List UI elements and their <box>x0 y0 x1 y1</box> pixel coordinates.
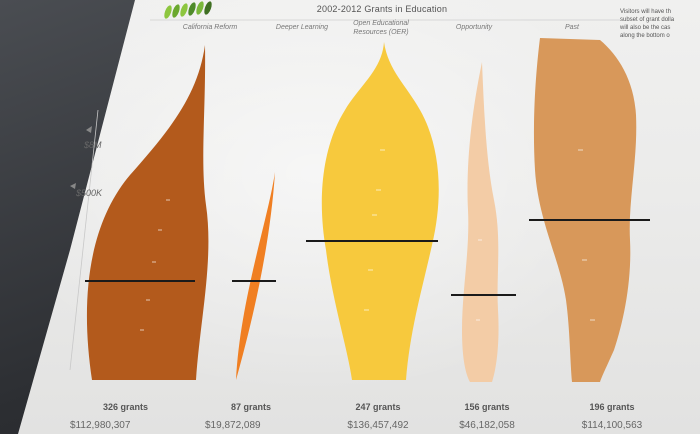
side-note: Visitors will have th subset of grant do… <box>620 8 700 40</box>
grant-count-past: 196 grants <box>589 402 634 412</box>
side-note-line-3: will also be the cas <box>620 25 671 31</box>
grant-total-past: $114,100,563 <box>582 420 643 431</box>
violin-california-reform <box>85 45 209 380</box>
grant-count-california-reform: 326 grants <box>103 402 148 412</box>
category-label-oer-line1: Open Educational <box>353 20 409 27</box>
violin-shape-past <box>533 38 637 382</box>
grant-marks <box>140 149 595 331</box>
category-label-california-reform: California Reform <box>183 24 238 31</box>
header-logo <box>164 1 212 19</box>
grant-total-opportunity: $46,182,058 <box>459 420 515 431</box>
category-label-past: Past <box>565 24 580 31</box>
violin-shape-oer <box>321 42 439 380</box>
violin-shape-deeper-learning <box>236 172 275 380</box>
violin-opportunity <box>451 62 516 382</box>
grant-total-oer: $136,457,492 <box>347 420 409 431</box>
category-label-opportunity: Opportunity <box>456 24 493 31</box>
grant-count-deeper-learning: 87 grants <box>231 402 271 412</box>
y-axis: $8M $500K <box>69 109 103 371</box>
violin-shape-california-reform <box>86 45 209 380</box>
bottom-summary: 326 grants 87 grants 247 grants 156 gran… <box>70 402 643 431</box>
violin-oer <box>306 42 439 380</box>
category-labels: California Reform Deeper Learning Open E… <box>183 20 580 36</box>
side-note-line-2: subset of grant dolla <box>620 17 675 23</box>
grant-total-deeper-learning: $19,872,089 <box>205 420 261 431</box>
category-label-deeper-learning: Deeper Learning <box>276 24 328 31</box>
grant-count-opportunity: 156 grants <box>464 402 509 412</box>
grant-count-oer: 247 grants <box>355 402 400 412</box>
side-note-line-4: along the bottom o <box>620 33 670 39</box>
violin-past <box>529 38 650 382</box>
violin-shape-opportunity <box>462 62 499 382</box>
chart-title: 2002-2012 Grants in Education <box>317 4 447 14</box>
violin-deeper-learning <box>232 172 276 380</box>
y-tick-8m: $8M <box>83 140 102 150</box>
grant-total-california-reform: $112,980,307 <box>70 420 131 431</box>
y-tick-500k: $500K <box>75 188 103 198</box>
side-note-line-1: Visitors will have th <box>620 9 671 15</box>
category-label-oer-line2: Resources (OER) <box>353 29 408 36</box>
